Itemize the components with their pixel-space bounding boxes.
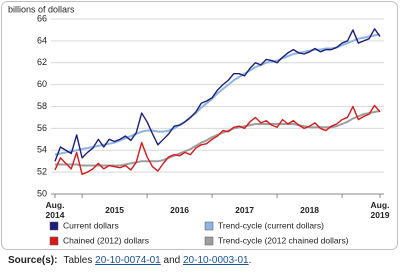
source-text: Tables (63, 255, 93, 266)
legend-swatch (204, 236, 214, 246)
legend-label: Current dollars (63, 220, 119, 230)
y-tick-label: 58 (37, 101, 47, 111)
y-tick-label: 56 (37, 123, 47, 133)
chart-frame (1, 1, 398, 250)
y-axis-label: billions of dollars (8, 4, 75, 14)
y-tick-label: 54 (37, 145, 47, 155)
y-tick-label: 64 (37, 35, 47, 45)
source-link[interactable]: 20-10-0003-01 (183, 255, 249, 266)
source-text: . (248, 255, 252, 266)
source-label: Source(s): (8, 255, 58, 266)
y-tick-label: 52 (37, 167, 47, 177)
legend-swatch (49, 221, 59, 231)
x-tick-label: Aug. 2014 (45, 200, 65, 220)
y-tick-label: 66 (37, 13, 47, 23)
line (54, 104, 381, 176)
y-tick-label: 62 (37, 57, 47, 67)
x-tick-label: 2016 (170, 205, 190, 215)
x-tick-label: Aug. 2019 (370, 200, 390, 220)
y-tick-label: 50 (37, 188, 47, 198)
x-tick-label: 2015 (105, 205, 125, 215)
y-tick-label: 60 (37, 79, 47, 89)
legend-label: Trend-cycle (current dollars) (218, 220, 324, 230)
source: Source(s): Tables 20-10-0074-01 and 20-10… (8, 255, 251, 266)
x-tick-label: 2017 (235, 205, 255, 215)
line (54, 33, 381, 156)
line (54, 28, 381, 162)
legend-swatch (49, 236, 59, 246)
legend-swatch (204, 221, 214, 231)
source-text: and (163, 255, 181, 266)
legend-label: Chained (2012) dollars (63, 235, 149, 245)
legend-label: Trend-cycle (2012 chained dollars) (218, 235, 349, 245)
source-link[interactable]: 20-10-0074-01 (95, 255, 161, 266)
x-tick-label: 2018 (300, 205, 320, 215)
chart: billions of dollars 50 52 54 56 58 60 62 64 66 Cu… (1, 1, 398, 250)
